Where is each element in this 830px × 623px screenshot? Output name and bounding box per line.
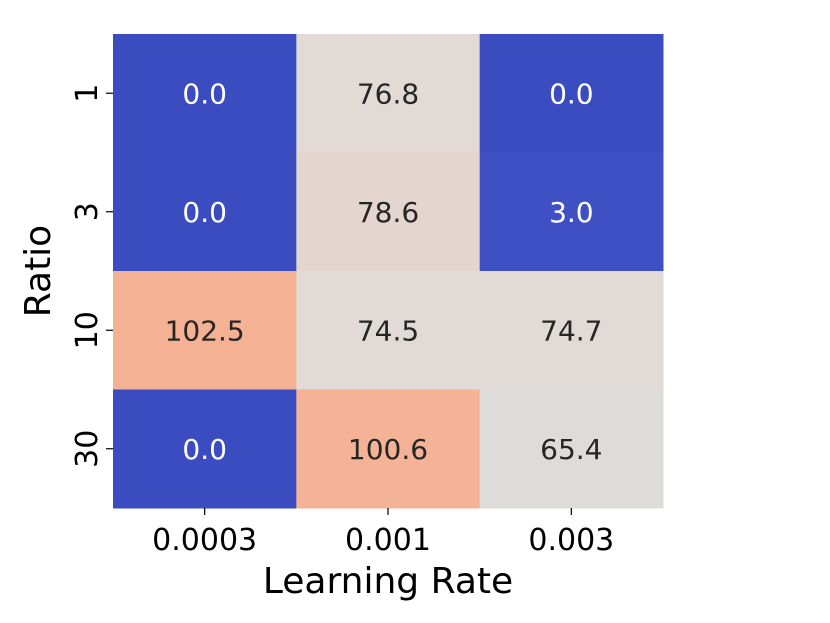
y-axis-label: Ratio [18, 225, 59, 317]
heatmap-cells [113, 34, 664, 509]
x-tick-label: 0.001 [345, 523, 431, 558]
heatmap-cell [479, 389, 664, 509]
x-tick-label: 0.003 [528, 523, 614, 558]
y-tick-label: 10 [70, 311, 105, 349]
heatmap-cell [479, 152, 664, 272]
heatmap-cell-label: 76.8 [357, 77, 419, 110]
heatmap-cell [113, 271, 297, 390]
y-tick-label: 3 [70, 202, 105, 221]
heatmap-cell-label: 0.0 [182, 77, 227, 110]
heatmap-cell-label: 74.5 [357, 314, 419, 347]
heatmap-cell-label: 74.7 [540, 314, 602, 347]
x-tick-label: 0.0003 [152, 523, 257, 558]
heatmap-cell [296, 389, 481, 509]
heatmap-cell-label: 65.4 [540, 433, 602, 466]
heatmap-cell [113, 389, 297, 509]
heatmap-cell-label: 100.6 [348, 433, 428, 466]
heatmap-cell-label: 102.5 [165, 314, 245, 347]
heatmap-cell-label: 3.0 [549, 196, 594, 229]
y-axis-ticks: 1 3 10 30 [70, 84, 113, 468]
heatmap-cell-labels: 0.0 76.8 0.0 0.0 78.6 3.0 102.5 74.5 74.7 0.0 100.… [165, 77, 603, 466]
heatmap-cell-label: 0.0 [182, 433, 227, 466]
heatmap-cell [479, 271, 664, 390]
heatmap-cell [296, 34, 481, 153]
heatmap-cell [113, 152, 297, 272]
x-axis-ticks: 0.0003 0.001 0.003 [152, 508, 614, 558]
heatmap-cell-label: 0.0 [549, 77, 594, 110]
heatmap-cell [479, 34, 664, 153]
heatmap-cell-label: 78.6 [357, 196, 419, 229]
heatmap-cell [113, 34, 297, 153]
y-tick-label: 30 [70, 430, 105, 468]
heatmap-cell-label: 0.0 [182, 196, 227, 229]
heatmap-cell [296, 271, 481, 390]
y-tick-label: 1 [70, 84, 105, 103]
heatmap-cell [296, 152, 481, 272]
x-axis-label: Learning Rate [263, 561, 513, 602]
